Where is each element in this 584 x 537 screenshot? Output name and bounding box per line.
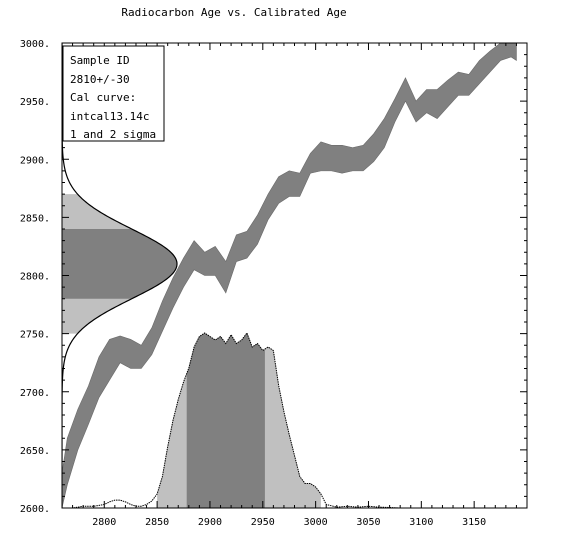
calibration-curve-band: [62, 43, 517, 508]
x-tick-label: 3000: [304, 517, 328, 528]
x-tick-label: 2900: [198, 517, 222, 528]
legend-box: [62, 45, 165, 142]
plot-area: [62, 43, 517, 508]
calibrated-1-sigma-area: [186, 333, 265, 508]
x-tick-label: 2800: [92, 517, 116, 528]
x-tick-label: 3150: [462, 517, 486, 528]
axes: 2600. 2650. 2700. 2750. 2800. 2850. 2900. 2950.…: [20, 39, 528, 528]
radiocarbon-1-sigma-area: [62, 229, 177, 299]
y-tick-label: 2650.: [20, 446, 50, 457]
calibrated-distribution-outline: [62, 331, 411, 508]
legend-line-date: 2810+/-30: [70, 73, 130, 86]
y-tick-label: 2900.: [20, 155, 50, 166]
x-tick-label: 3100: [409, 517, 433, 528]
y-tick-label: 3000.: [20, 39, 50, 50]
y-tick-label: 2600.: [20, 504, 50, 515]
chart-title: Radiocarbon Age vs. Calibrated Age: [121, 6, 346, 19]
y-tick-label: 2750.: [20, 330, 50, 341]
x-tick-label: 2850: [145, 517, 169, 528]
y-tick-label: 2800.: [20, 272, 50, 283]
x-tick-label: 2950: [251, 517, 275, 528]
legend-line-cal-curve: Cal curve:: [70, 91, 136, 104]
x-tick-label: 3050: [356, 517, 380, 528]
y-tick-label: 2950.: [20, 97, 50, 108]
legend: Sample ID 2810+/-30 Cal curve: intcal13.…: [62, 45, 165, 142]
legend-line-sample-id: Sample ID: [70, 54, 130, 67]
legend-line-sigma: 1 and 2 sigma: [70, 128, 156, 141]
legend-line-curve-name: intcal13.14c: [70, 110, 149, 123]
y-tick-label: 2850.: [20, 213, 50, 224]
y-tick-label: 2700.: [20, 388, 50, 399]
